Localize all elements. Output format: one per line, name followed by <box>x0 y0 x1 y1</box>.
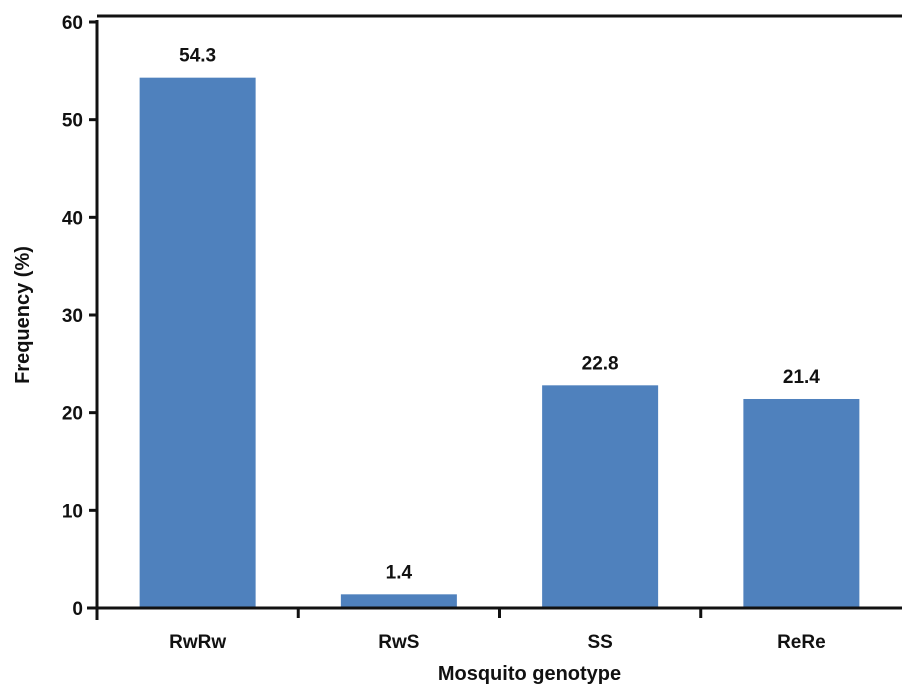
x-category-label: SS <box>587 632 612 653</box>
bar-rere <box>743 398 860 608</box>
data-label: 22.8 <box>582 353 619 374</box>
y-tick-label: 0 <box>72 599 83 620</box>
data-label: 21.4 <box>783 367 820 388</box>
y-tick-label: 10 <box>62 501 83 522</box>
y-tick-label: 20 <box>62 404 83 425</box>
bar-rws <box>340 594 457 608</box>
y-tick-label: 40 <box>62 208 83 229</box>
x-category-label: ReRe <box>777 632 826 653</box>
y-tick-label: 60 <box>62 13 83 34</box>
bar-ss <box>542 385 659 608</box>
data-label: 1.4 <box>386 562 413 583</box>
x-axis-title: Mosquito genotype <box>438 663 621 685</box>
ticks: 0 10 20 30 40 50 60 <box>62 13 703 620</box>
y-tick-label: 30 <box>62 306 83 327</box>
x-category-label: RwRw <box>169 632 226 653</box>
data-label: 54.3 <box>179 46 216 67</box>
x-category-label: RwS <box>378 632 419 653</box>
y-tick-label: 50 <box>62 111 83 132</box>
plot-area: 54.3 RwRw 1.4 RwS 22.8 SS 21.4 ReRe <box>139 46 860 653</box>
y-axis-title: Frequency (%) <box>12 246 34 384</box>
bar-rwrw <box>139 77 256 609</box>
